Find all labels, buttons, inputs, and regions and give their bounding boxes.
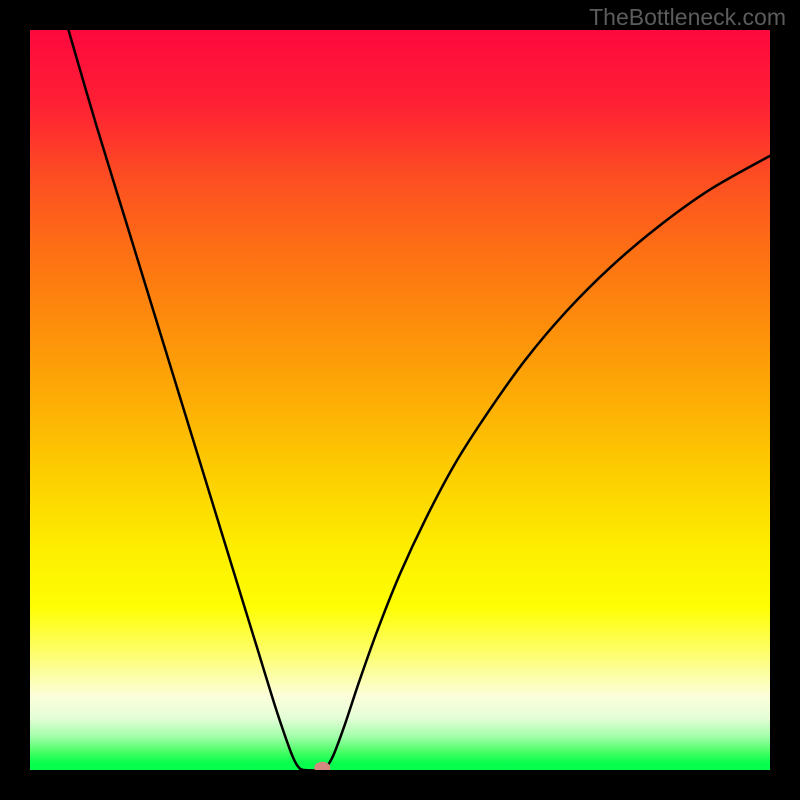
watermark-text: TheBottleneck.com	[589, 4, 786, 31]
gradient-background	[30, 30, 770, 770]
chart-plot-area	[30, 30, 770, 770]
chart-svg	[30, 30, 770, 770]
